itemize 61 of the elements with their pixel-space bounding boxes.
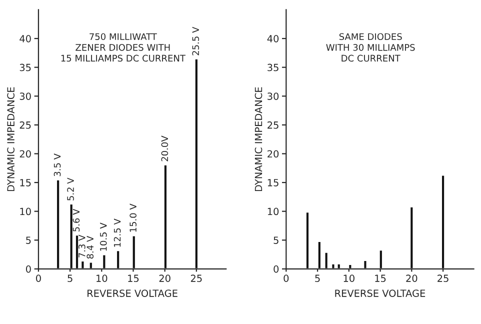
x-tick-label: 0 <box>284 274 289 282</box>
x-axis-title: REVERSE VOLTAGE <box>335 290 426 297</box>
annotation: 15.0 V <box>130 204 136 232</box>
text: 750 MILLIWATT ZENER DIODES WITH 15 MILLIAMPS DC CURRENT <box>61 33 186 62</box>
y-tick-label: 20 <box>268 150 279 158</box>
y-tick-label: 30 <box>20 92 31 100</box>
x-tick-label: 25 <box>190 274 202 282</box>
y-tick-label: 40 <box>267 35 279 42</box>
bar <box>324 252 329 269</box>
x-tick-label: 0 <box>36 274 41 282</box>
bar <box>409 206 414 269</box>
x-tick-label: 15 <box>375 274 386 282</box>
x-tick-label: 5 <box>68 274 72 282</box>
x-tick-label: 20 <box>159 274 170 282</box>
y-tick-label: 40 <box>20 35 31 42</box>
y-tick-label: 15 <box>268 179 278 186</box>
y-tick-label: 15 <box>20 179 31 186</box>
bar <box>194 58 199 269</box>
bar <box>163 164 168 269</box>
bar <box>102 254 107 269</box>
y-tick-label: 0 <box>274 265 279 273</box>
x-tick-label: 10 <box>96 274 108 282</box>
y-tick-label: 35 <box>268 64 278 72</box>
x-tick-label: 20 <box>406 274 418 282</box>
bar <box>131 234 136 269</box>
bar <box>88 261 94 269</box>
bar <box>348 264 353 269</box>
bar <box>440 174 446 269</box>
y-tick-label: 10 <box>20 208 31 216</box>
y-tick-label: 20 <box>20 150 31 158</box>
x-axis-title: REVERSE VOLTAGE <box>88 290 178 297</box>
annotation: 5.2 V <box>67 178 74 200</box>
x-tick-label: 15 <box>128 274 139 282</box>
bar <box>362 260 368 269</box>
x-tick-label: 25 <box>438 274 448 282</box>
y-tick-label: 25 <box>268 121 278 129</box>
y-tick-label: 0 <box>26 265 31 273</box>
bar <box>378 249 384 269</box>
annotation: 3.5 V <box>54 154 61 176</box>
y-axis-title: DYNAMIC IMPEDANCE <box>7 87 15 192</box>
bar <box>316 240 322 269</box>
annotation: 10.5 V <box>100 222 107 251</box>
bar <box>305 211 310 269</box>
y-tick-label: 5 <box>26 236 31 244</box>
y-tick-label: 5 <box>274 236 278 244</box>
text: SAME DIODES WITH 30 MILLIAMPS DC CURRENT <box>326 33 415 62</box>
bar <box>116 250 121 269</box>
bar <box>56 178 60 269</box>
y-tick-label: 30 <box>268 92 279 100</box>
y-tick-label: 25 <box>20 121 31 129</box>
x-tick-label: 5 <box>315 274 320 282</box>
y-tick-label: 35 <box>20 64 31 72</box>
annotation: 7.3 V <box>78 234 86 258</box>
annotation: 8.4 V <box>86 236 94 259</box>
annotation: 25.5 V <box>192 26 200 56</box>
annotation: 12.5 V <box>114 218 121 247</box>
y-tick-label: 10 <box>268 208 279 216</box>
x-tick-label: 10 <box>344 274 354 282</box>
y-axis-title: DYNAMIC IMPEDANCE <box>254 87 262 192</box>
annotation: 5.6 V <box>72 208 80 232</box>
annotation: 20.0V <box>161 136 168 162</box>
